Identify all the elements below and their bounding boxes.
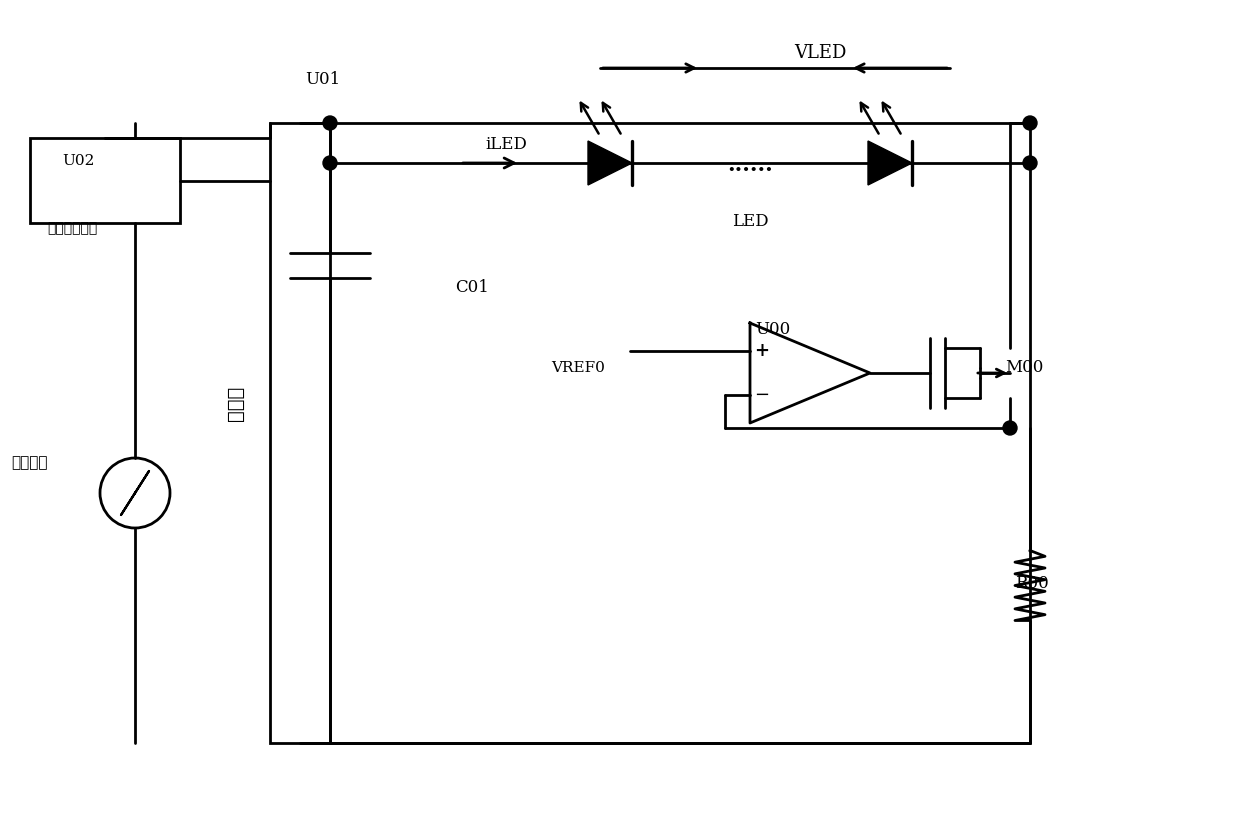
Text: M00: M00 (1004, 360, 1043, 376)
Text: U01: U01 (305, 71, 340, 88)
Text: ......: ...... (727, 154, 773, 176)
Text: VLED: VLED (794, 44, 846, 62)
Polygon shape (868, 141, 911, 185)
Circle shape (1023, 116, 1037, 130)
Circle shape (1003, 421, 1017, 435)
Polygon shape (588, 141, 632, 185)
Text: 可控硅调光器: 可控硅调光器 (47, 221, 97, 235)
Text: iLED: iLED (485, 136, 527, 153)
Text: 整流桥: 整流桥 (226, 385, 244, 421)
Text: C01: C01 (455, 280, 489, 296)
Text: VREF0: VREF0 (551, 361, 605, 375)
Text: +: + (754, 342, 770, 360)
Text: 交流输入: 交流输入 (11, 455, 48, 471)
Text: −: − (754, 386, 770, 404)
Text: R00: R00 (1016, 574, 1049, 592)
Circle shape (322, 116, 337, 130)
Bar (30, 138, 180, 223)
Text: U02: U02 (62, 154, 94, 168)
Text: U00: U00 (755, 321, 790, 338)
Bar (270, 123, 330, 743)
Circle shape (322, 156, 337, 170)
Circle shape (1023, 156, 1037, 170)
Text: LED: LED (732, 213, 769, 230)
